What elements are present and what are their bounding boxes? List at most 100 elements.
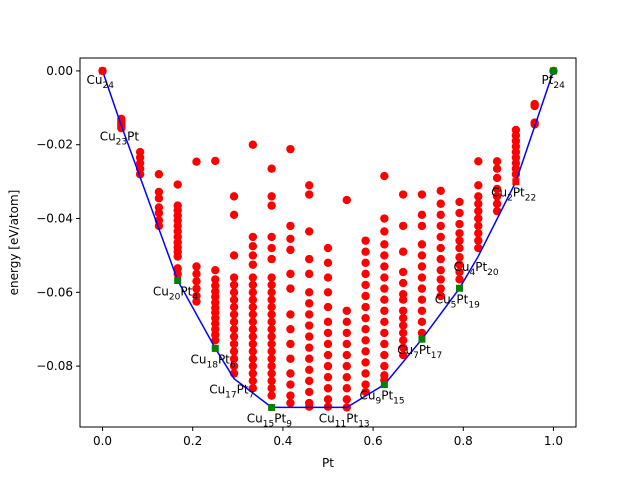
annotation-part: 4 [192,293,198,303]
annotation-part: 7 [249,391,255,401]
structure-point [342,395,351,404]
annotation-part: Cu [100,130,116,144]
structure-point [530,101,539,111]
structure-point [417,306,427,315]
structure-point [342,384,351,393]
structure-point [267,254,276,264]
structure-point [229,288,239,297]
structure-point [323,317,333,327]
structure-point [436,265,445,275]
x-tick-label: 1.0 [544,434,563,448]
structure-point [211,265,220,275]
structure-point [361,236,370,245]
x-tick-label: 0.6 [364,434,383,448]
structure-point [323,384,333,393]
structure-point [305,299,314,308]
structure-point [398,343,408,352]
annotation-part: Pt [127,130,139,144]
structure-point [380,295,389,304]
hull-ground-state-marker [456,284,464,292]
structure-point [492,164,502,173]
structure-point [323,273,333,282]
structure-point [154,187,164,197]
structure-annotation: Cu23Pt [100,130,140,148]
structure-point [398,247,408,256]
structure-point [380,227,389,236]
structure-point [455,208,464,218]
structure-point [398,278,408,288]
structure-point [267,339,276,349]
x-tick-label: 0.2 [183,434,202,448]
structure-point [323,361,333,371]
structure-point [267,369,276,378]
structure-point [305,332,314,341]
x-axis-label: Pt [322,456,334,470]
structure-point [192,157,201,166]
annotation-part: 19 [468,300,480,310]
structure-annotation: Cu9Pt15 [360,389,405,407]
annotation-part: Pt [541,73,553,87]
structure-point [380,273,389,282]
structure-point [267,232,276,242]
structure-annotation: Cu5Pt19 [435,292,480,310]
structure-point [436,284,445,293]
structure-point [211,292,220,301]
structure-point [305,310,314,319]
annotation-part: Pt [237,383,249,397]
structure-point [436,199,445,208]
structure-point [211,156,220,166]
structure-point [380,171,389,181]
structure-point [455,219,464,229]
structure-point [192,284,201,293]
structure-point [286,325,295,334]
structure-point [267,280,276,290]
annotation-part: 20 [169,293,181,303]
hull-ground-state-marker [211,344,219,352]
structure-point [305,365,314,375]
annotation-part: 24 [103,81,115,91]
annotation-part: 17 [225,391,236,401]
structure-point [455,267,464,277]
x-tick-label: 0.4 [273,434,292,448]
y-axis-label: energy [eV/atom] [7,190,21,296]
structure-point [248,288,258,297]
hull-ground-state-marker [380,381,388,389]
annotation-part: Cu [491,186,507,200]
structure-point [305,387,314,397]
structure-point [342,317,351,327]
structure-point [286,269,295,279]
structure-point [323,302,333,312]
structure-point [474,229,483,238]
structure-point [305,288,314,297]
structure-annotation: Cu20Pt4 [153,285,198,303]
structure-point [455,197,464,207]
structure-point [323,258,333,267]
structure-point [305,321,314,330]
structure-point [211,336,220,345]
structure-point [417,273,427,282]
structure-point [248,280,258,290]
structure-point [417,284,427,293]
x-tick-label: 0.0 [93,434,112,448]
structure-point [248,384,258,393]
annotation-part: 20 [487,268,499,278]
structure-point [474,236,483,245]
structure-point [323,350,333,360]
hull-ground-state-marker [268,403,276,411]
structure-point [267,317,276,327]
cu2pt22-marker [512,178,520,186]
structure-point [474,181,483,190]
annotation-part: Cu [435,292,451,306]
annotation-part: 9 [375,397,381,407]
structure-point [248,347,258,356]
annotation-part: 15 [393,397,404,407]
annotation-part: 23 [116,138,127,148]
structure-point [229,210,239,220]
annotation-part: Cu [209,383,225,397]
structure-point [455,229,464,238]
structure-point [154,170,164,179]
structure-point [436,186,445,196]
structure-point [305,190,314,199]
structure-point [492,199,502,208]
